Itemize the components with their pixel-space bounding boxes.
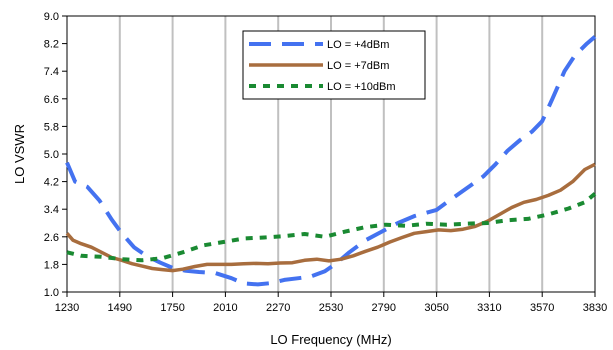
y-tick-label: 3.4 bbox=[44, 204, 59, 216]
y-tick-label: 8.2 bbox=[44, 39, 59, 51]
y-tick-label: 1.8 bbox=[44, 259, 59, 271]
series-line-1 bbox=[65, 35, 597, 287]
x-tick-label: 2790 bbox=[372, 302, 396, 314]
y-tick-label: 2.6 bbox=[44, 232, 59, 244]
legend: LO = +4dBm LO = +7dBm LO = +10dBm bbox=[242, 30, 426, 100]
y-tick-label: 6.6 bbox=[44, 94, 59, 106]
legend-label-3: LO = +10dBm bbox=[327, 81, 396, 93]
y-axis-title: LO VSWR bbox=[12, 124, 27, 184]
x-tick-label: 3050 bbox=[424, 302, 448, 314]
x-tick-label: 2010 bbox=[213, 302, 237, 314]
series-line-2 bbox=[65, 162, 596, 273]
y-tick-label: 5.0 bbox=[44, 149, 59, 161]
tick-marks bbox=[62, 15, 596, 297]
x-tick-label: 1490 bbox=[108, 302, 132, 314]
y-tick-label: 5.8 bbox=[44, 121, 59, 133]
x-tick-label: 3570 bbox=[530, 302, 554, 314]
x-tick-label: 2270 bbox=[266, 302, 290, 314]
y-tick-label: 4.2 bbox=[44, 177, 59, 189]
y-tick-labels: 1.0 1.8 2.6 3.4 4.2 5.0 5.8 6.6 7.4 8.2 9.0 bbox=[44, 11, 59, 299]
series-layer bbox=[65, 35, 597, 287]
x-tick-labels: 1230 1490 1750 2010 2270 2530 2790 3050 3310 3570… bbox=[55, 302, 607, 314]
y-tick-label: 1.0 bbox=[44, 287, 59, 299]
legend-label-2: LO = +7dBm bbox=[327, 60, 389, 72]
legend-label-1: LO = +4dBm bbox=[327, 39, 389, 51]
x-tick-label: 1750 bbox=[160, 302, 184, 314]
x-tick-label: 3830 bbox=[583, 302, 607, 314]
series-line-3 bbox=[66, 192, 597, 263]
x-axis-title: LO Frequency (MHz) bbox=[270, 332, 391, 347]
x-tick-label: 1230 bbox=[55, 302, 79, 314]
x-tick-label: 3310 bbox=[477, 302, 501, 314]
y-tick-label: 9.0 bbox=[44, 11, 59, 23]
x-tick-label: 2530 bbox=[319, 302, 343, 314]
y-tick-label: 7.4 bbox=[44, 66, 59, 78]
